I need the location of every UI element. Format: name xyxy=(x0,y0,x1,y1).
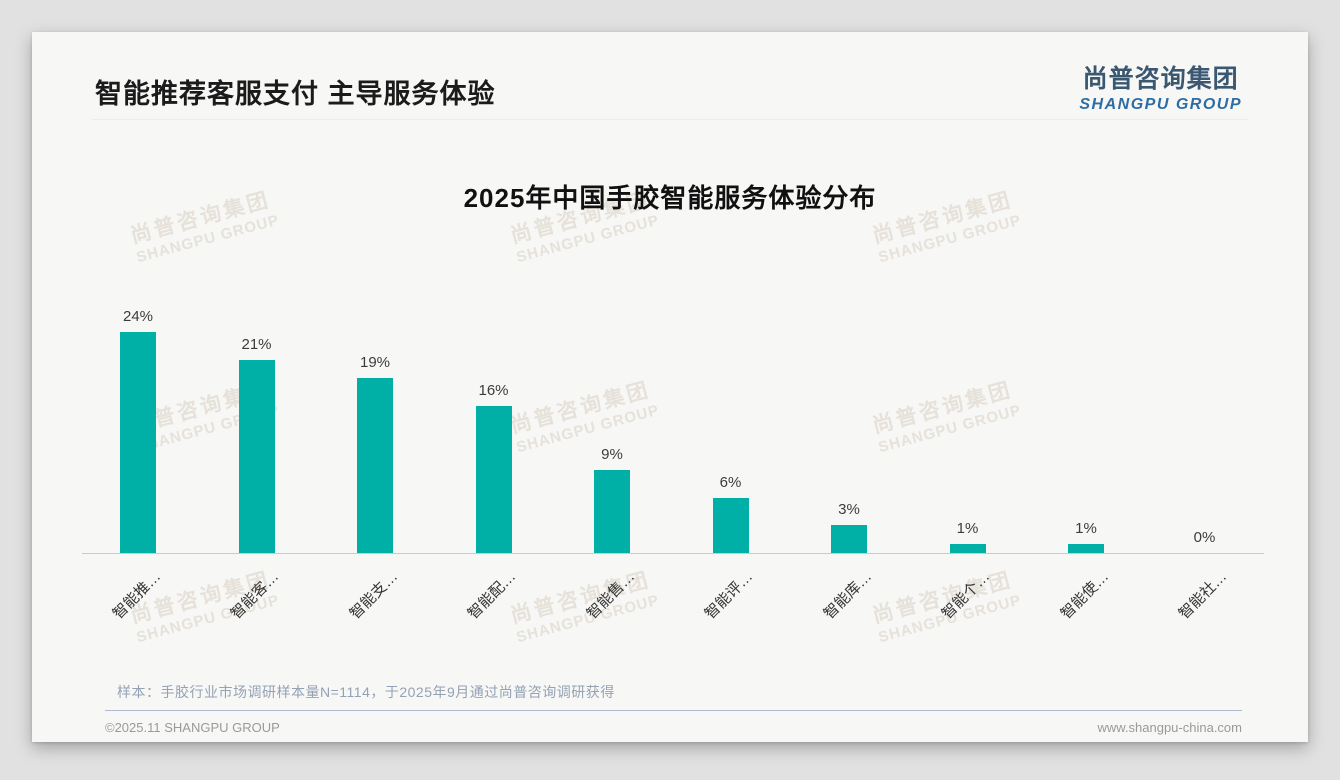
bar-value-label: 19% xyxy=(359,354,391,371)
website-text: www.shangpu-china.com xyxy=(1097,720,1242,735)
bar-value-label: 3% xyxy=(838,501,860,518)
slide-card: 尚普咨询集团 SHANGPU GROUP 尚普咨询集团 SHANGPU GROUP 尚普… xyxy=(32,32,1308,742)
copyright-text: ©2025.11 SHANGPU GROUP xyxy=(105,720,280,735)
logo-chinese-text: 尚普咨询集团 xyxy=(1082,65,1239,93)
bar xyxy=(120,332,156,553)
bar-value-label: 24% xyxy=(122,308,154,325)
bar-category-label: 智能库… xyxy=(820,568,876,623)
bar-value-label: 6% xyxy=(719,474,742,491)
bar-value-label: 16% xyxy=(478,382,509,399)
bar-value-label: 0% xyxy=(1193,529,1216,546)
bar-category-label: 智能社… xyxy=(1176,568,1231,623)
bar xyxy=(475,406,512,553)
company-logo: 尚普咨询集团 SHANGPU GROUP xyxy=(1079,59,1242,114)
footer-bar: ©2025.11 SHANGPU GROUP www.shangpu-china… xyxy=(105,720,1242,735)
bar-category-label: 智能配… xyxy=(465,568,520,623)
bar xyxy=(831,525,867,553)
bar-category-label: 智能售… xyxy=(583,568,639,623)
bar xyxy=(357,378,393,553)
slide-title: 智能推荐客服支付 主导服务体验 xyxy=(95,79,496,109)
sample-note: 样本：手胶行业市场调研样本量N=1114，于2025年9月通过尚普咨询调研获得 xyxy=(117,684,615,700)
bar-value-label: 1% xyxy=(956,520,979,537)
bar xyxy=(594,470,630,553)
chart-title: 2025年中国手胶智能服务体验分布 xyxy=(463,183,877,213)
bar xyxy=(238,360,275,553)
bar-category-label: 智能评… xyxy=(702,568,757,623)
bar-category-label: 智能推… xyxy=(109,568,165,623)
footer-divider xyxy=(105,710,1242,711)
bar-category-label: 智能使… xyxy=(1057,568,1113,623)
bar-value-label: 9% xyxy=(601,446,623,463)
bar-category-label: 智能客… xyxy=(228,568,283,623)
bar xyxy=(712,498,749,553)
bar-category-label: 智能个… xyxy=(939,568,994,623)
bar xyxy=(949,544,986,553)
bar-category-label: 智能支… xyxy=(346,568,402,623)
bar xyxy=(1068,544,1104,553)
bar-chart: 24% 智能推… 21% 智能客… 19% 智能支… 16% 智能配… 9% 智能售… 6% 智能评…… xyxy=(32,32,1308,742)
logo-english-text: SHANGPU GROUP xyxy=(1079,96,1242,113)
header-divider xyxy=(92,119,1248,120)
bar-value-label: 1% xyxy=(1075,520,1097,537)
bar-value-label: 21% xyxy=(241,336,272,353)
x-axis-line xyxy=(82,553,1264,554)
